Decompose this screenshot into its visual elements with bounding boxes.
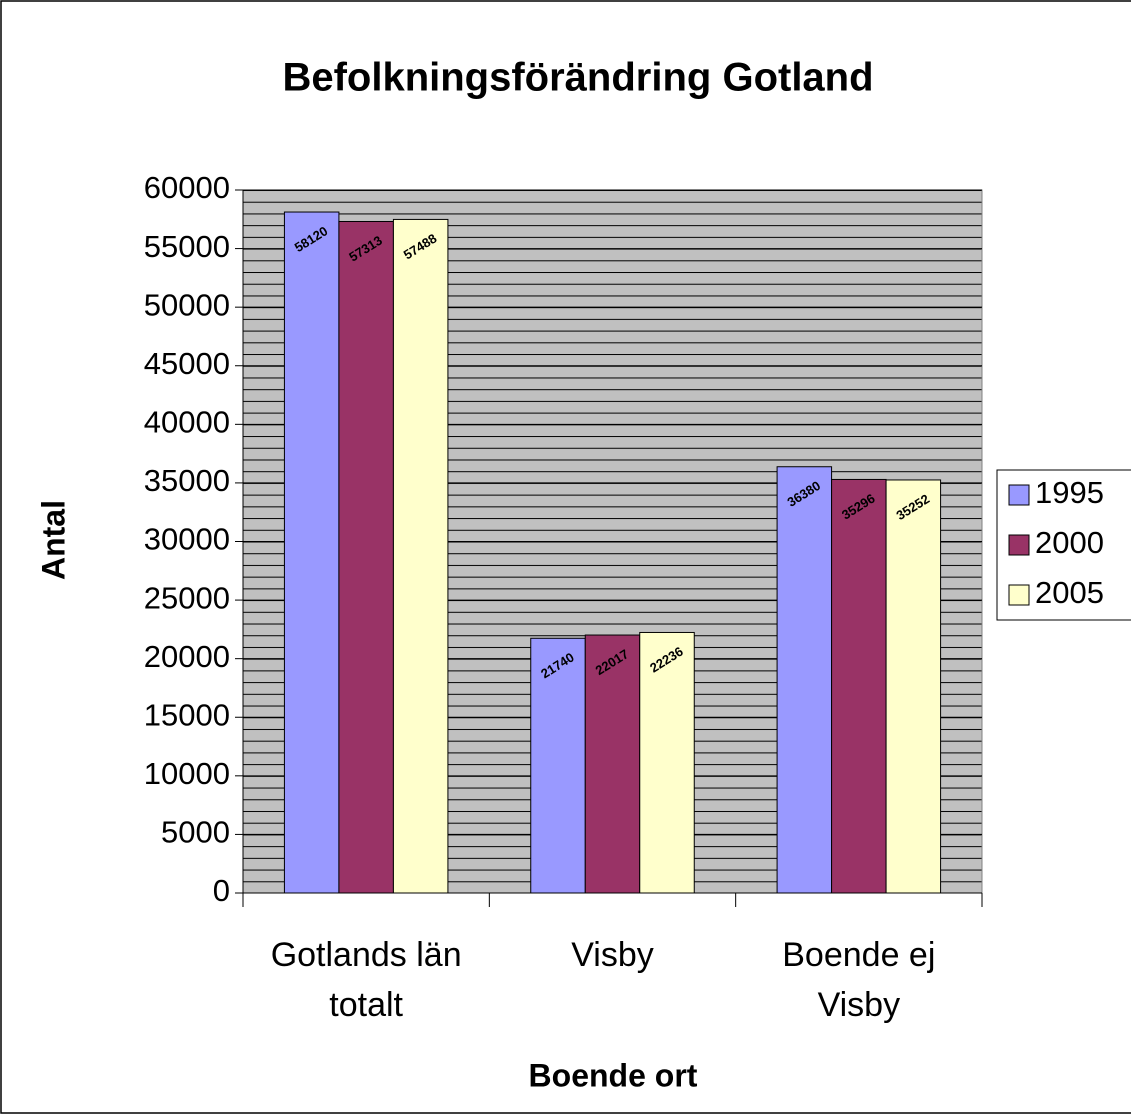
y-tick-label: 60000 xyxy=(144,170,230,205)
y-axis-label: Antal xyxy=(35,500,71,580)
x-axis-label: Boende ort xyxy=(529,1057,698,1093)
y-tick-label: 30000 xyxy=(144,522,230,557)
y-tick-label: 15000 xyxy=(144,697,230,732)
y-tick-label: 25000 xyxy=(144,580,230,615)
y-tick-label: 10000 xyxy=(144,756,230,791)
y-tick-label: 45000 xyxy=(144,346,230,381)
x-tick-label: Boende ej Visby xyxy=(782,936,936,1024)
bar xyxy=(584,634,641,894)
y-tick-label: 0 xyxy=(213,873,230,908)
y-tick-label: 35000 xyxy=(144,463,230,498)
bar xyxy=(283,211,340,894)
y-tick-label: 20000 xyxy=(144,639,230,674)
y-tick-label: 55000 xyxy=(144,229,230,264)
bar xyxy=(530,637,586,894)
x-tick-label: Visby xyxy=(571,936,654,974)
bar xyxy=(392,218,449,894)
bar xyxy=(776,466,833,894)
legend-label: 2000 xyxy=(1035,525,1104,560)
y-tick-label: 50000 xyxy=(144,287,230,322)
bar xyxy=(831,478,887,894)
legend-swatch xyxy=(1008,484,1030,506)
chart-title: Befolkningsförändring Gotland xyxy=(282,56,873,100)
x-tick-label: Gotlands län totalt xyxy=(270,936,462,1024)
legend-label: 1995 xyxy=(1035,475,1104,510)
legend-label: 2005 xyxy=(1035,575,1104,610)
legend-swatch xyxy=(1008,584,1030,606)
y-tick-label: 5000 xyxy=(161,815,230,850)
bar xyxy=(885,479,942,894)
bar xyxy=(639,631,695,894)
y-tick-label: 40000 xyxy=(144,405,230,440)
legend-swatch xyxy=(1008,534,1030,556)
bar xyxy=(338,220,394,894)
